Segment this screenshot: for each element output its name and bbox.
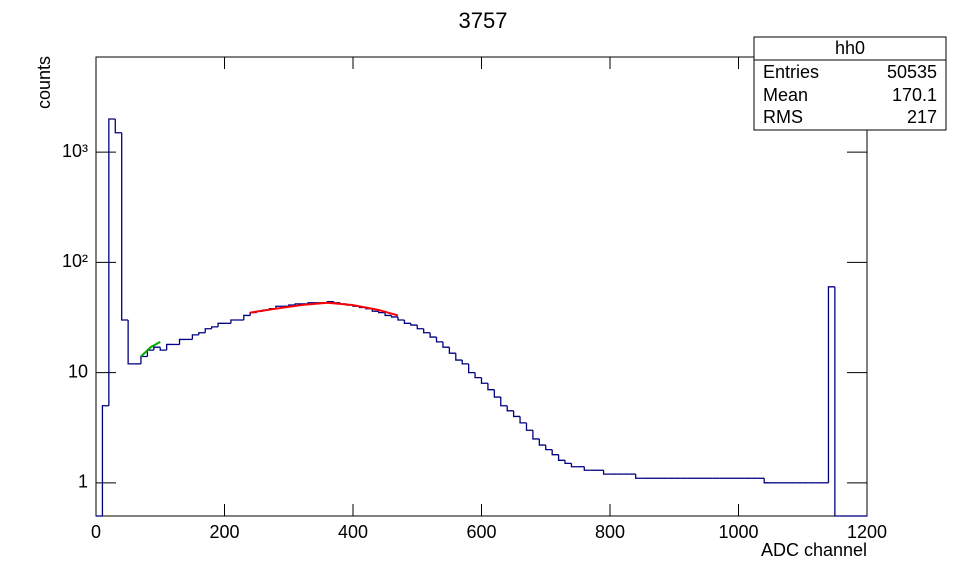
histogram-bin [159,347,167,351]
histogram-bin [468,363,476,374]
histogram-bin [480,377,488,384]
histogram-bin [442,341,450,348]
histogram-bin [166,343,174,351]
x-tick-label: 1200 [847,522,887,542]
histogram-bin [198,332,206,335]
histogram-bin [217,322,225,327]
histogram-bin [602,470,610,475]
histogram-bin [545,445,553,451]
stats-box: hh0 Entries 50535 Mean 170.1 RMS 217 [753,36,947,131]
histogram-bin [525,422,533,431]
y-tick-label: 10 [68,361,88,381]
histogram-bin [108,118,116,406]
histogram-bin [384,312,392,317]
histogram-bin [397,316,405,321]
histogram-bin [512,410,521,418]
histogram-bin [191,334,199,340]
histogram-bin [390,315,398,318]
histogram-bin [763,478,771,484]
plot-frame [95,56,868,517]
histogram-bin [551,449,559,456]
histogram-bin [243,314,251,321]
histogram-bin [127,320,135,365]
histogram-bin [178,338,186,345]
x-tick-label: 600 [466,522,496,542]
y-axis-label: counts [34,56,54,109]
histogram-bin [487,383,495,391]
histogram-bin [403,320,411,324]
histogram-bin [140,355,148,364]
histogram-bin [378,311,386,314]
histogram-bin [146,349,154,357]
histogram-bin [538,438,546,446]
histogram-bin [114,118,122,134]
histogram-bin [635,474,643,479]
histogram-bin [429,332,437,338]
histogram-bin [570,463,578,468]
y-tick-label: 10² [62,251,88,271]
x-tick-label: 1000 [718,522,758,542]
fit-curve [140,340,161,358]
histogram-bin [410,323,418,326]
fit-curve [250,301,399,317]
histogram-bin [121,132,129,321]
histogram-bin [532,430,540,440]
histogram-bin [435,337,443,343]
histogram-bin [461,360,469,365]
histogram-bin [557,454,566,461]
plot-layer: 0 200 400 600 800 1000 1200 1 10 10² 10³ [62,57,887,542]
y-tick-label: 1 [78,472,88,492]
histogram-bin [493,389,501,398]
histogram-bin [211,326,219,329]
x-tick-label: 200 [209,522,239,542]
stats-frame [753,36,947,131]
histogram-bin [834,286,842,517]
chart-title: 3757 [459,8,508,33]
x-axis-label: ADC channel [761,540,867,560]
stats-value: 217 [907,107,937,127]
histogram-bin [423,328,431,334]
stats-key: Entries [763,62,819,82]
histogram-bin [519,416,527,424]
histogram-bin [506,405,514,412]
stats-key: RMS [763,107,803,127]
x-tick-label: 0 [91,522,101,542]
stats-key: Mean [763,85,808,105]
histogram-bin [230,319,238,324]
histogram-bin [500,397,508,407]
x-tick-label: 800 [595,522,625,542]
stats-value: 50535 [887,62,937,82]
histogram-bin [448,347,456,354]
histogram-bin [294,303,302,306]
y-tick-label: 10³ [62,141,88,161]
histogram-bin [416,325,424,330]
histogram-bin [153,346,161,351]
stats-value: 170.1 [892,85,937,105]
histogram-bin [583,466,591,471]
histogram-bin [288,304,296,307]
histogram-bin [455,353,463,361]
histogram-bin [204,328,212,333]
histogram-bin [101,405,109,516]
x-tick-label: 400 [338,522,368,542]
stats-title: hh0 [835,38,865,58]
histogram-bin [474,372,482,379]
histogram-bin [564,460,572,465]
histogram-bin [827,286,835,483]
